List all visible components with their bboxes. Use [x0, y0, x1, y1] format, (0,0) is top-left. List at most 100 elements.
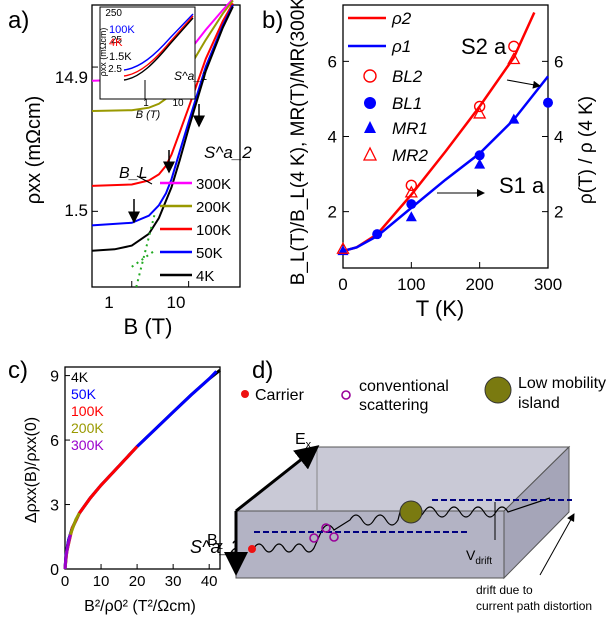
panel-d: d) Carrier conventional scattering Low m…	[207, 357, 606, 613]
c-legend-4K: 4K	[71, 369, 89, 385]
a-ytick-2: 14.9	[55, 68, 88, 87]
legend-scattering-2: scattering	[359, 397, 428, 414]
c-ytick-6: 6	[50, 433, 59, 450]
a-xtick-1: 1	[104, 293, 113, 312]
c-ylabel: Δρxx(B)/ρxx(0)	[23, 417, 40, 523]
b-legend-label-ρ2: ρ2	[391, 9, 412, 28]
ex-label: Ex	[295, 431, 312, 451]
b-xtick-0: 0	[338, 275, 347, 294]
b-legend-label-MR2: MR2	[392, 146, 428, 165]
c-series-300K	[63, 534, 72, 570]
inset-ytick-250: 250	[105, 8, 122, 19]
ex-arrow	[235, 445, 320, 513]
inset-ylabel: ρxx (mΩcm)	[98, 28, 108, 77]
a-series-50K	[91, 4, 234, 227]
panel-a-series	[91, 0, 234, 288]
panel-a: a) 1 10 1.5 14.9 B (T) ρxx (mΩcm) 300K 20…	[8, 0, 252, 339]
b-point-MR2-0	[336, 241, 350, 254]
c-legend-100K: 100K	[71, 403, 104, 419]
inset-sample-label: S^a_1	[174, 69, 208, 83]
a-legend-label-50K: 50K	[196, 245, 223, 262]
b-point-BL1-2	[474, 150, 485, 161]
b-ytick-right-2: 2	[554, 203, 563, 222]
carrier-dot	[248, 545, 256, 553]
c-xtick-40: 40	[201, 573, 218, 590]
panel-a-ticks	[92, 66, 190, 287]
b-point-MR1-1	[405, 211, 417, 222]
b-point-MR2-2	[473, 106, 487, 119]
inset-curve-2	[123, 17, 194, 81]
a-ytick-1: 1.5	[64, 201, 88, 220]
b-xtick-200: 200	[465, 275, 493, 294]
legend-scattering-1: conventional	[359, 378, 449, 395]
legend-scattering-ring	[341, 390, 351, 400]
panel-a-inset: 250 25 2.5 1 10 B (T) ρxx (mΩcm) 100K 4K…	[98, 6, 208, 121]
scatter-point-1	[309, 533, 319, 543]
b-point-BL1-3	[543, 97, 553, 108]
slab-side-face	[503, 445, 570, 580]
b-ylabel-right: ρ(T) / ρ (4 K)	[576, 96, 597, 204]
b-ytick-right-6: 6	[554, 52, 563, 71]
legend-island-disc	[484, 376, 512, 404]
b-legend-swatch-MR1	[364, 121, 376, 133]
bz-label: Bz	[207, 532, 223, 552]
legend-island-2: island	[518, 395, 560, 412]
c-ytick-0: 0	[50, 562, 59, 579]
b-ytick-right-4: 4	[554, 128, 563, 147]
panel-b-letter: b)	[262, 7, 283, 34]
b-point-MR2-3	[507, 52, 521, 65]
legend-island-1: Low mobility	[518, 375, 606, 392]
vdrift-label: Vdrift	[466, 547, 492, 567]
panel-d-letter: d)	[252, 357, 273, 384]
b-legend-swatch-BL1	[364, 97, 376, 109]
b-xlabel: T (K)	[416, 296, 464, 321]
a-legend-label-200K: 200K	[196, 199, 231, 216]
inset-legend-4k: 4K	[109, 37, 123, 49]
inset-frame	[99, 6, 196, 100]
inset-ytick-25: 25	[111, 35, 123, 46]
panel-a-frame	[91, 4, 241, 288]
c-ytick-3: 3	[50, 498, 59, 515]
b-arrow-s2	[506, 79, 541, 89]
c-legend-50K: 50K	[71, 386, 97, 402]
c-xtick-30: 30	[165, 573, 182, 590]
panel-b: b) 0 100 200 300 2 2 4 4 6 6 ρ2 ρ1 BL2 BL1 MR1 MR2 T (…	[262, 0, 597, 321]
inset-xtick-1: 1	[143, 98, 149, 109]
b-sample-s2: S2 a	[461, 34, 507, 59]
c-series-100K	[63, 445, 139, 570]
inset-curves	[123, 13, 194, 99]
b-xtick-300: 300	[534, 275, 562, 294]
c-xtick-20: 20	[129, 573, 146, 590]
note-line-1: drift due to	[476, 583, 533, 597]
b-ylabel-left: B_L(T)/B_L(4 K), MR(T)/MR(300K)	[288, 0, 309, 285]
c-xlabel: B²/ρ0² (T²/Ωcm)	[84, 598, 196, 615]
scatter-point-3	[329, 532, 339, 542]
a-legend-label-4K: 4K	[196, 268, 214, 285]
a-fit-line-2	[131, 250, 155, 268]
b-legend-label-ρ1: ρ1	[391, 37, 411, 56]
c-legend-300K: 300K	[71, 437, 104, 453]
b-legend-swatch-BL2	[363, 69, 377, 83]
b-point-BL2-0	[405, 179, 418, 192]
legend-carrier: Carrier	[255, 387, 305, 404]
inset-curve-0	[123, 13, 194, 71]
b-ytick-left-4: 4	[328, 128, 337, 147]
b-point-MR1-2	[474, 158, 486, 169]
a-fit-line-1	[135, 211, 157, 288]
inset-legend-100k: 100K	[109, 24, 135, 36]
carrier-path	[253, 497, 551, 553]
b-point-BL2-1	[473, 100, 486, 113]
a-sample-label: S^a_2	[204, 143, 252, 162]
panel-a-legend: 300K 200K 100K 50K 4K	[160, 176, 231, 285]
a-ylabel: ρxx (mΩcm)	[23, 96, 45, 205]
panel-c-letter: c)	[8, 357, 28, 384]
b-ytick-left-6: 6	[328, 52, 337, 71]
panel-c-ticks: 0 10 20 30 40 0 3 6 9	[50, 369, 217, 590]
inset-legend-1.5k: 1.5K	[109, 51, 132, 63]
b-point-MR2-1	[404, 185, 418, 198]
b-legend-swatch-MR2	[362, 146, 378, 161]
scatter-point-2	[321, 523, 331, 533]
panel-b-ticks: 0 100 200 300 2 2 4 4 6 6	[328, 52, 564, 294]
